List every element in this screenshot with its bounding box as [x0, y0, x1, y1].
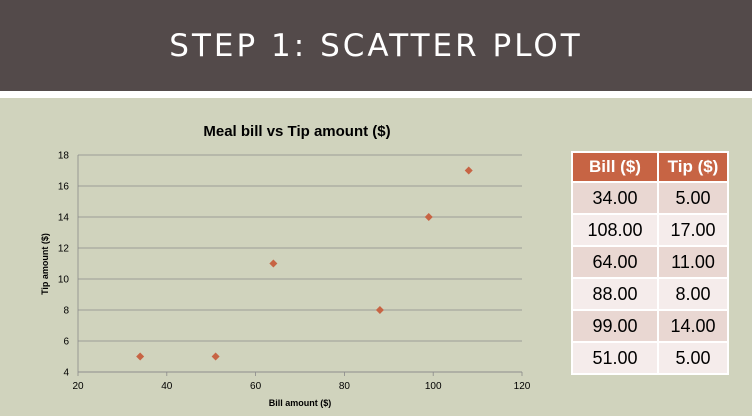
y-tick-label: 18	[58, 151, 70, 162]
title-banner: STEP 1: SCATTER PLOT	[0, 0, 752, 91]
axes	[77, 155, 523, 376]
cell-bill: 51.00	[573, 343, 657, 373]
grid-lines	[78, 154, 522, 373]
scatter-point	[269, 259, 278, 268]
cell-tip: 5.00	[659, 343, 727, 373]
cell-tip: 5.00	[659, 183, 727, 213]
table-row: 64.00 11.00	[573, 247, 727, 277]
cell-bill: 64.00	[573, 247, 657, 277]
y-tick-label: 10	[58, 275, 70, 286]
table-row: 88.00 8.00	[573, 279, 727, 309]
y-tick-label: 4	[63, 368, 69, 379]
chart-title: Meal bill vs Tip amount ($)	[203, 123, 390, 140]
column-header-bill: Bill ($)	[573, 153, 657, 181]
scatter-point	[464, 166, 473, 175]
y-tick-label: 12	[58, 244, 70, 255]
cell-tip: 8.00	[659, 279, 727, 309]
table-row: 34.00 5.00	[573, 183, 727, 213]
y-axis-label: Tip amount ($)	[40, 233, 50, 295]
y-tick-label: 8	[63, 306, 69, 317]
table-header-row: Bill ($) Tip ($)	[573, 153, 727, 181]
scatter-point	[136, 352, 145, 361]
cell-bill: 34.00	[573, 183, 657, 213]
scatter-point	[211, 352, 220, 361]
cell-bill: 108.00	[573, 215, 657, 245]
y-tick-label: 14	[58, 213, 70, 224]
scatter-point	[424, 213, 433, 221]
table-row: 99.00 14.00	[573, 311, 727, 341]
x-axis-label: Bill amount ($)	[269, 398, 332, 408]
x-tick-label: 20	[72, 381, 84, 392]
x-tick-label: 40	[161, 381, 173, 392]
cell-tip: 14.00	[659, 311, 727, 341]
cell-bill: 88.00	[573, 279, 657, 309]
table-row: 108.00 17.00	[573, 215, 727, 245]
tick-labels: 4 6 8 10 12 14 16 18 20 40 60 80 100 120	[58, 151, 531, 393]
slide-title: STEP 1: SCATTER PLOT	[169, 27, 583, 64]
y-tick-label: 16	[58, 182, 70, 193]
scatter-point	[375, 306, 384, 314]
table-row: 51.00 5.00	[573, 343, 727, 373]
scatter-chart: Meal bill vs Tip amount ($) 4 6 8 10 12 14 16 1…	[40, 123, 531, 408]
x-tick-label: 120	[514, 381, 531, 392]
cell-bill: 99.00	[573, 311, 657, 341]
data-points	[136, 166, 473, 361]
cell-tip: 17.00	[659, 215, 727, 245]
y-tick-label: 6	[63, 337, 69, 348]
x-tick-label: 80	[339, 381, 351, 392]
divider	[0, 91, 752, 98]
x-tick-label: 100	[425, 381, 442, 392]
data-table: Bill ($) Tip ($) 34.00 5.00 108.00 17.00…	[571, 151, 729, 375]
column-header-tip: Tip ($)	[659, 153, 727, 181]
x-tick-label: 60	[250, 381, 262, 392]
cell-tip: 11.00	[659, 247, 727, 277]
